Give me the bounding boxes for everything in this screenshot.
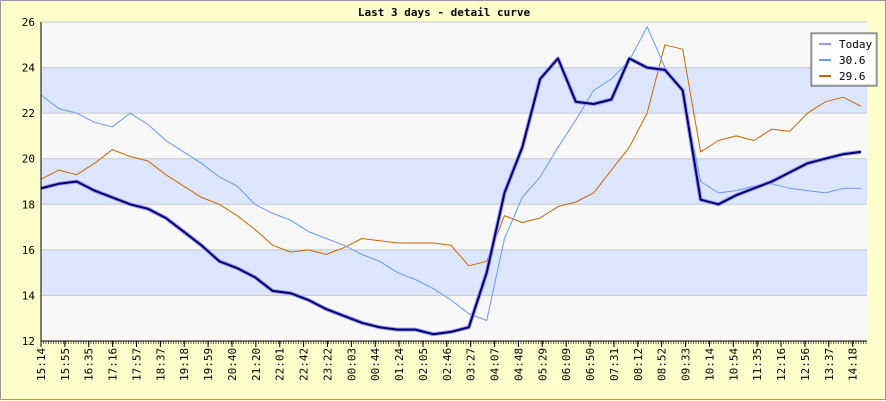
x-tick-label: 16:35: [83, 348, 96, 381]
y-tick-label: 12: [22, 335, 35, 348]
x-tick-label: 13:37: [823, 348, 836, 381]
x-tick-label: 12:16: [775, 348, 788, 381]
x-tick-label: 04:07: [489, 348, 502, 381]
x-tick-label: 09:33: [680, 348, 693, 381]
y-tick-label: 26: [22, 16, 35, 29]
x-tick-label: 22:42: [298, 348, 311, 381]
x-tick-label: 11:35: [751, 348, 764, 381]
x-tick-label: 01:24: [393, 348, 406, 381]
y-tick-label: 14: [22, 289, 36, 302]
x-tick-label: 04:48: [512, 348, 525, 381]
x-tick-label: 17:16: [107, 348, 120, 381]
x-tick-label: 21:20: [250, 348, 263, 381]
plot-band: [41, 67, 867, 114]
legend-label: 30.6: [839, 54, 866, 67]
x-tick-label: 12:56: [799, 348, 812, 381]
x-tick-label: 03:27: [465, 348, 478, 381]
plot-band: [41, 249, 867, 296]
x-tick-label: 10:54: [727, 348, 740, 381]
x-tick-label: 19:18: [178, 348, 191, 381]
x-tick-label: 02:05: [417, 348, 430, 381]
x-tick-label: 17:57: [130, 348, 143, 381]
x-tick-label: 07:31: [608, 348, 621, 381]
y-tick-label: 18: [22, 198, 35, 211]
y-tick-label: 20: [22, 153, 35, 166]
series-lines: [40, 26, 862, 337]
x-tick-label: 10:14: [703, 348, 716, 381]
legend-label: Today: [839, 38, 872, 51]
x-tick-label: 18:37: [154, 348, 167, 381]
x-tick-label: 23:22: [321, 348, 334, 381]
axes: 12 14 16 18 20 22 24 26 15:14 15:55 16:35 17:16 17:5…: [22, 16, 867, 381]
series-line-today: [40, 57, 862, 336]
plot-bands: [41, 22, 867, 341]
x-tick-label: 05:29: [536, 348, 549, 381]
x-tick-label: 20:40: [226, 348, 239, 381]
legend: Today 30.6 29.6: [810, 32, 878, 87]
x-tick-label: 19:59: [202, 348, 215, 381]
x-tick-label: 22:01: [274, 348, 287, 381]
legend-label: 29.6: [839, 70, 866, 83]
y-tick-label: 16: [22, 244, 35, 257]
x-tick-label: 15:14: [35, 348, 48, 381]
x-tick-label: 00:44: [369, 348, 382, 381]
chart-title: Last 3 days - detail curve: [358, 6, 531, 19]
x-tick-label: 02:46: [441, 348, 454, 381]
x-tick-label: 14:18: [847, 348, 860, 381]
x-tick-label: 08:12: [632, 348, 645, 381]
x-tick-label: 06:50: [584, 348, 597, 381]
y-tick-label: 24: [22, 62, 36, 75]
series-line-29-6: [40, 44, 862, 267]
series-line-30-6: [40, 26, 861, 321]
x-tick-label: 15:55: [59, 348, 72, 381]
y-tick-label: 22: [22, 107, 35, 120]
plot-band: [41, 158, 867, 205]
x-tick-label: 00:03: [345, 348, 358, 381]
x-tick-label: 08:52: [656, 348, 669, 381]
x-tick-label: 06:09: [560, 348, 573, 381]
